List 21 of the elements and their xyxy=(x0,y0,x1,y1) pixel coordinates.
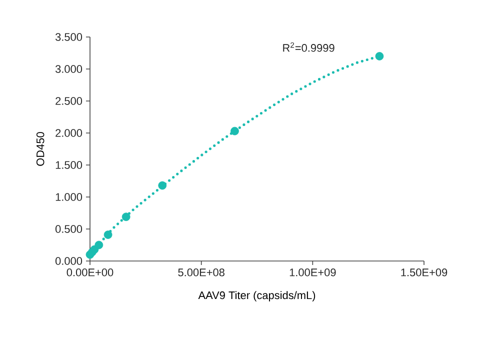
annotation: R$^{2}$=0.9999 xyxy=(283,42,334,52)
x-tick-label: 5.00E+08 xyxy=(178,268,224,276)
x-tick-label: 1.00E+09 xyxy=(290,268,336,276)
point xyxy=(94,240,104,250)
point xyxy=(375,52,384,60)
y-tick-label: 1.500 xyxy=(56,161,82,169)
point xyxy=(122,212,130,222)
x-tick-label: 1.50E+09 xyxy=(401,268,448,276)
y-tick-label: 1.000 xyxy=(56,193,82,201)
y-axis-title: OD450 xyxy=(36,132,44,166)
y-tick-label: 3.000 xyxy=(55,65,82,73)
y-tick-label: 0.000 xyxy=(55,257,82,265)
y-tick-label: 2.500 xyxy=(56,97,82,105)
y-tick-label: 2.000 xyxy=(56,129,82,137)
point xyxy=(158,181,167,190)
point xyxy=(230,126,239,136)
point xyxy=(104,230,112,239)
x-tick-label: 0.00E+00 xyxy=(66,268,114,276)
y-tick-label: 3.500 xyxy=(55,33,82,41)
x-axis-title: AAV9 Titer (capsids/mL) xyxy=(198,291,316,302)
y-tick-label: 0.500 xyxy=(55,225,82,233)
